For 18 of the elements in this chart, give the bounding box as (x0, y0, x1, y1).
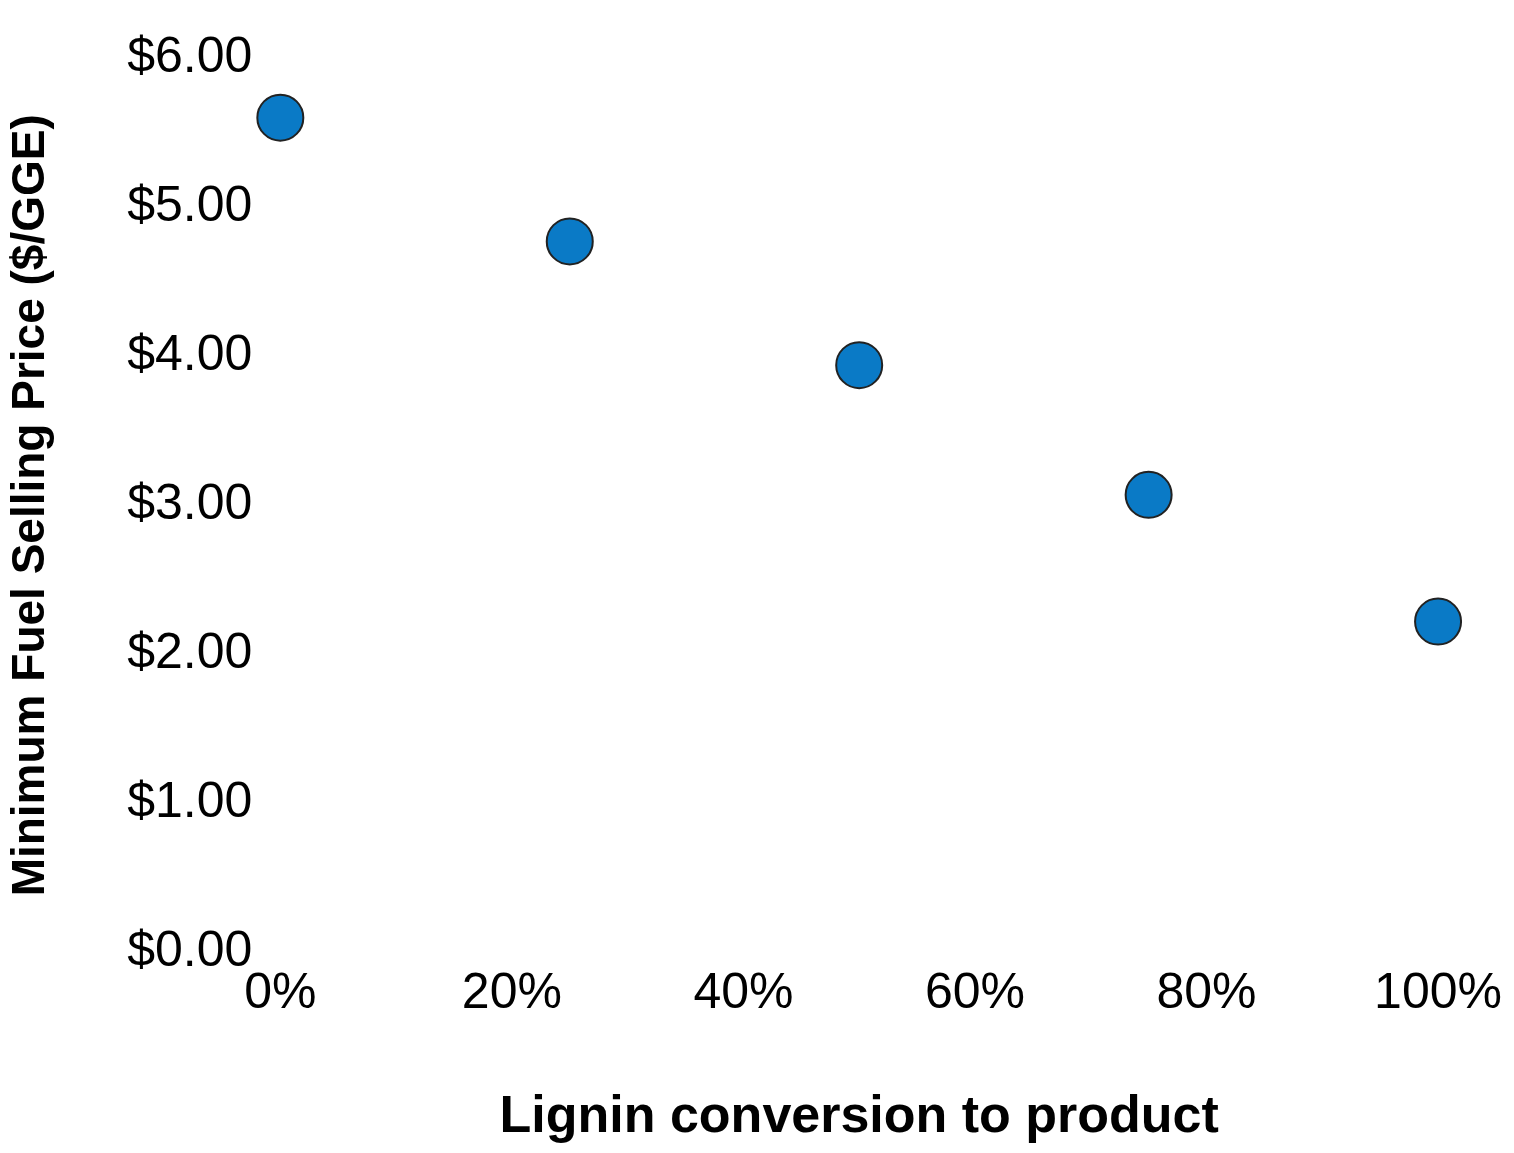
point (835, 341, 884, 390)
y-tick-label: $4.00 (127, 324, 253, 381)
x-tick-label: 40% (693, 963, 794, 1020)
y-tick-label: $6.00 (127, 26, 253, 83)
y-tick-label: $5.00 (127, 175, 253, 232)
y-tick-label: $3.00 (127, 474, 253, 531)
x-axis-title: Lignin conversion to product (499, 1085, 1219, 1144)
y-tick-label: $1.00 (127, 772, 253, 829)
point (256, 93, 305, 142)
x-tick-label: 80% (1156, 963, 1257, 1020)
point (545, 217, 594, 266)
x-tick-label: 20% (461, 963, 562, 1020)
point (1414, 597, 1463, 646)
point (1124, 470, 1173, 519)
y-tick-label: $2.00 (127, 623, 253, 680)
y-axis-title: Minimum Fuel Selling Price ($/GGE) (2, 114, 55, 897)
x-tick-label: 100% (1374, 963, 1502, 1020)
x-tick-label: 60% (924, 963, 1025, 1020)
